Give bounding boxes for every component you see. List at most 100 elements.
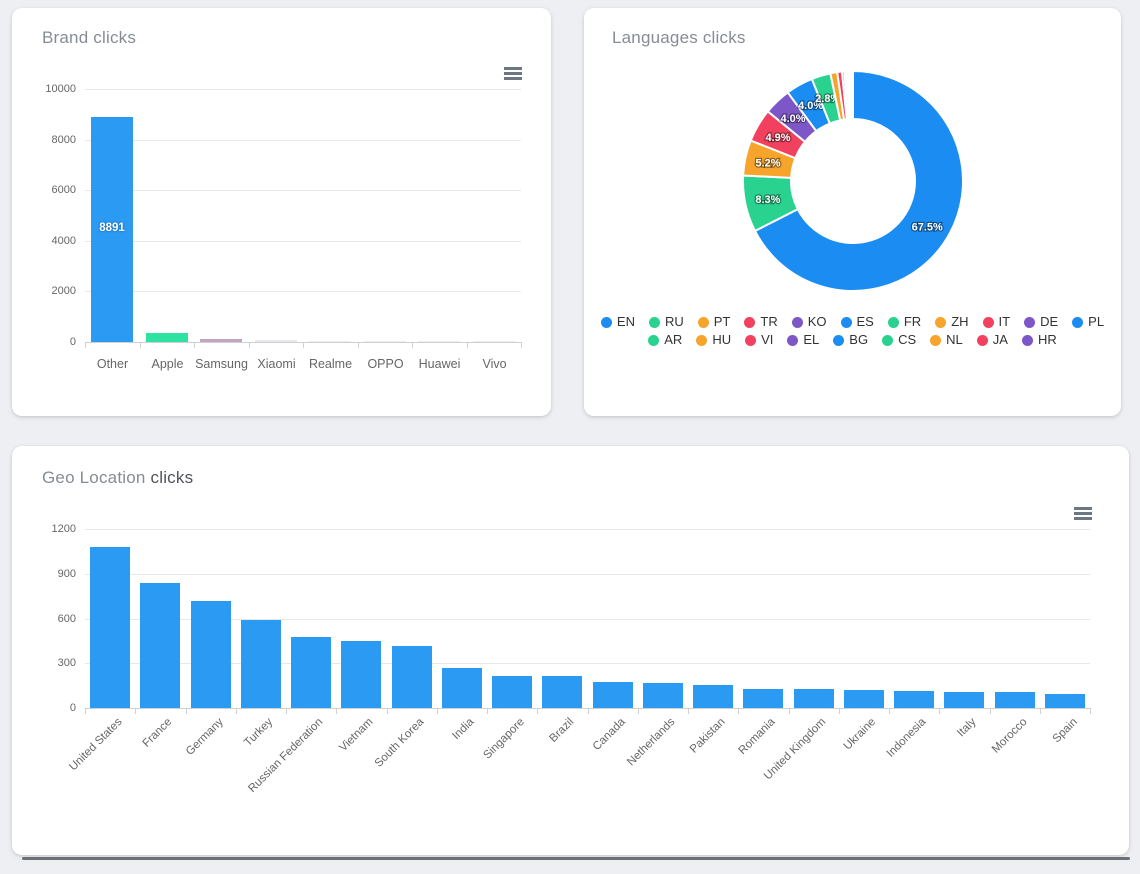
y-axis-label: 1200 (51, 523, 76, 535)
legend-item-it[interactable]: IT (982, 313, 1010, 331)
bar-france[interactable] (140, 583, 180, 708)
legend-color-dot (1072, 316, 1084, 328)
bar-romania[interactable] (743, 689, 783, 708)
legend-item-fr[interactable]: FR (887, 313, 921, 331)
bar-value-label: 8891 (99, 221, 125, 234)
geo-chart-title: Geo Location clicks (42, 468, 193, 488)
bar-realme[interactable] (309, 341, 351, 342)
bar-italy[interactable] (944, 692, 984, 708)
bar-indonesia[interactable] (894, 691, 934, 708)
legend-item-nl[interactable]: NL (930, 331, 963, 349)
bar-apple[interactable] (146, 333, 188, 342)
x-axis-category-label: France (140, 716, 175, 750)
legend-item-es[interactable]: ES (840, 313, 874, 331)
x-axis-tick (336, 708, 337, 714)
bar-singapore[interactable] (492, 676, 532, 708)
legend-color-dot (791, 316, 803, 328)
bar-spain[interactable] (1045, 694, 1085, 708)
x-axis-tick (186, 708, 187, 714)
bar-india[interactable] (442, 668, 482, 708)
legend-item-bg[interactable]: BG (833, 331, 868, 349)
legend-color-dot (1024, 316, 1036, 328)
x-axis-category-label: Vietnam (337, 716, 376, 755)
legend-item-pl[interactable]: PL (1072, 313, 1104, 331)
bar-germany[interactable] (191, 601, 231, 708)
legend-item-zh[interactable]: ZH (935, 313, 969, 331)
legend-item-de[interactable]: DE (1024, 313, 1058, 331)
legend-item-ja[interactable]: JA (976, 331, 1008, 349)
x-axis-tick (437, 708, 438, 714)
legend-label: TR (760, 314, 778, 329)
x-axis-tick (286, 708, 287, 714)
bar-pakistan[interactable] (693, 685, 733, 708)
bar-ukraine[interactable] (844, 690, 884, 708)
x-axis-tick (1040, 708, 1041, 714)
bar-united-states[interactable] (90, 547, 130, 708)
legend-item-tr[interactable]: TR (744, 313, 778, 331)
x-axis-category-label: Turkey (242, 716, 276, 750)
legend-item-vi[interactable]: VI (745, 331, 773, 349)
chart-context-menu-button[interactable] (504, 67, 522, 80)
legend-row: EN RU PT TR KO ES FR ZH IT DE PL (584, 313, 1121, 331)
donut-slice-en[interactable] (753, 69, 964, 292)
x-axis-tick (638, 708, 639, 714)
legend-item-pt[interactable]: PT (697, 313, 730, 331)
legend-color-dot (976, 334, 988, 346)
legend-item-hr[interactable]: HR (1021, 331, 1057, 349)
x-axis-category-label: United States (67, 716, 125, 774)
legend-item-ko[interactable]: KO (791, 313, 827, 331)
bar-xiaomi[interactable] (255, 340, 297, 342)
x-axis-tick (839, 708, 840, 714)
legend-item-hu[interactable]: HU (696, 331, 731, 349)
legend-row: AR HU VI EL BG CS NL JA HR (584, 331, 1121, 349)
bar-russian-federation[interactable] (291, 637, 331, 708)
legend-color-dot (935, 316, 947, 328)
legend-color-dot (648, 334, 660, 346)
legend-color-dot (930, 334, 942, 346)
legend-color-dot (840, 316, 852, 328)
brand-clicks-card: Brand clicks 0 2000 4000 6000 8000 10000 8891 O… (12, 8, 551, 416)
bar-turkey[interactable] (241, 620, 281, 708)
x-axis-tick (487, 708, 488, 714)
bar-other[interactable] (91, 117, 133, 342)
y-axis-label: 8000 (51, 134, 76, 146)
bar-vietnam[interactable] (341, 641, 381, 708)
legend-item-ar[interactable]: AR (648, 331, 682, 349)
x-axis-category-label: Vivo (482, 357, 507, 371)
geo-location-clicks-card: Geo Location clicks 0 300 600 900 1200 United … (12, 446, 1129, 855)
bar-brazil[interactable] (542, 676, 582, 708)
donut-slice-percent-label: 67.5% (912, 221, 943, 233)
legend-item-en[interactable]: EN (600, 313, 635, 331)
bar-south-korea[interactable] (392, 646, 432, 708)
y-axis-label: 6000 (51, 184, 76, 196)
legend-item-ru[interactable]: RU (648, 313, 684, 331)
chart-context-menu-button[interactable] (1074, 507, 1092, 520)
donut-slice-percent-label: 4.9% (765, 132, 790, 144)
legend-color-dot (648, 316, 660, 328)
donut-slice-percent-label: 4.0% (798, 100, 823, 112)
gridline (85, 291, 521, 292)
legend-label: NL (946, 332, 963, 347)
x-axis-tick (467, 342, 468, 348)
y-axis-label: 600 (57, 613, 76, 625)
bar-vivo[interactable] (473, 341, 515, 342)
x-axis-category-label: OPPO (367, 357, 404, 371)
bar-morocco[interactable] (995, 692, 1035, 708)
x-axis-tick (194, 342, 195, 348)
legend-label: DE (1040, 314, 1059, 329)
bar-samsung[interactable] (200, 339, 242, 342)
x-axis-tick (358, 342, 359, 348)
legend-item-el[interactable]: EL (787, 331, 819, 349)
x-axis-tick (939, 708, 940, 714)
bar-huawei[interactable] (418, 341, 460, 342)
hamburger-icon (1074, 507, 1092, 510)
bar-oppo[interactable] (364, 341, 406, 342)
x-axis-tick (249, 342, 250, 348)
bar-canada[interactable] (593, 682, 633, 708)
bar-netherlands[interactable] (643, 683, 683, 708)
x-axis-category-label: Brazil (547, 716, 577, 745)
bar-united-kingdom[interactable] (794, 689, 834, 708)
legend-item-cs[interactable]: CS (882, 331, 916, 349)
x-axis-category-label: Morocco (989, 716, 1030, 756)
x-axis-tick (889, 708, 890, 714)
